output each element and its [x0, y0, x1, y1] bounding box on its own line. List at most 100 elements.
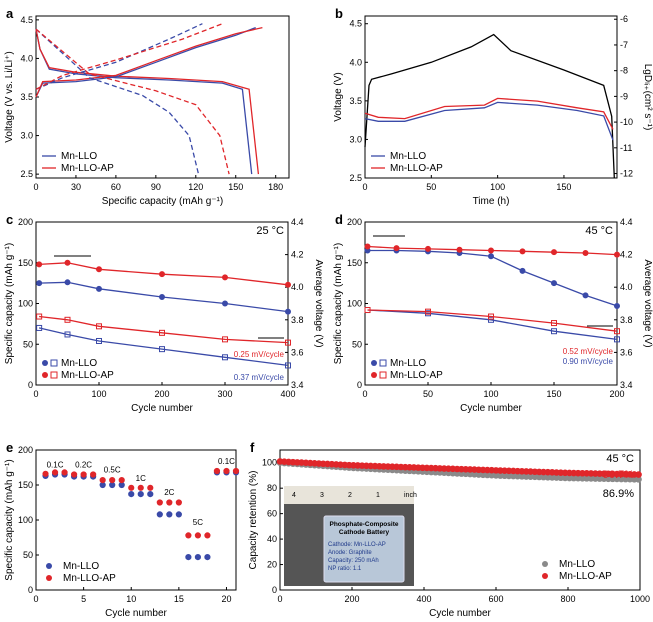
y2-tick-label-b: -9	[620, 91, 628, 101]
y2-tick-label-c: 4.0	[291, 282, 304, 292]
x-axis-label-e: Cycle number	[105, 608, 167, 619]
legend-label-b: Mn-LLO	[390, 151, 426, 162]
gitt-voltage-profile	[364, 33, 615, 179]
y2-tick-label-b: -8	[620, 66, 628, 76]
y-tick-label-c: 100	[18, 299, 33, 309]
x-tick-label-a: 180	[268, 182, 283, 192]
x-tick-label-f: 1000	[630, 594, 650, 604]
y-tick-label-f: 60	[267, 509, 277, 519]
y-tick-label-e: 150	[18, 480, 33, 490]
diffusion-curve-Mn-LLO	[364, 101, 614, 141]
y-axis-label-e: Specific capacity (mAh g⁻¹)	[4, 459, 15, 580]
y-tick-label-b: 2.5	[349, 173, 362, 183]
y2-tick-label-b: -11	[620, 143, 632, 153]
x-tick-label-e: 20	[221, 594, 231, 604]
temperature-label: 45 °C	[606, 453, 634, 465]
x-tick-label-f: 200	[344, 594, 359, 604]
y2-tick-label-b: -7	[620, 40, 628, 50]
y-tick-label-e: 100	[18, 515, 33, 525]
x-axis-label-f: Cycle number	[429, 608, 491, 619]
x-tick-label-a: 90	[151, 182, 161, 192]
capacity-point-Mn-LLO	[488, 253, 494, 260]
rate-point-Mn-LLO-AP	[80, 471, 87, 478]
y-tick-label-c: 200	[18, 217, 33, 227]
c-rate-label: 2C	[164, 488, 174, 497]
y-tick-label-d: 50	[352, 339, 362, 349]
legend-swatch-f	[542, 573, 548, 579]
y-tick-label-a: 3.0	[20, 131, 33, 141]
cell-label: Cathode Battery	[339, 529, 390, 536]
capacity-point-Mn-LLO-AP	[285, 281, 291, 288]
legend-swatch-e	[46, 575, 52, 581]
capacity-point-Mn-LLO-AP	[488, 247, 494, 254]
capacity-point-Mn-LLO-AP	[456, 246, 463, 253]
capacity-point-Mn-LLO	[96, 285, 102, 292]
y2-axis-label-d: Average voltage (V)	[642, 259, 653, 347]
ruler-label: inch	[404, 492, 417, 499]
voltage-curve-Mn-LLO-AP	[35, 26, 263, 98]
rate-point-Mn-LLO	[156, 511, 163, 518]
y2-tick-label-d: 3.4	[620, 380, 633, 390]
rate-point-Mn-LLO-AP	[204, 532, 211, 539]
x-tick-label-a: 150	[228, 182, 243, 192]
x-tick-label-d: 200	[609, 389, 624, 399]
panel-letter-f: f	[250, 440, 255, 455]
capacity-point-Mn-LLO-AP	[551, 249, 557, 256]
y-tick-label-e: 200	[18, 445, 33, 455]
rate-point-Mn-LLO-AP	[51, 469, 59, 476]
rate-point-Mn-LLO-AP	[194, 532, 202, 539]
y-tick-label-a: 4.0	[20, 53, 33, 63]
legend-label-e: Mn-LLO	[63, 561, 99, 572]
y-tick-label-a: 3.5	[20, 92, 33, 102]
capacity-point-Mn-LLO-AP	[364, 243, 371, 250]
legend-label-a: Mn-LLO	[61, 151, 97, 162]
x-tick-label-d: 150	[546, 389, 561, 399]
capacity-point-Mn-LLO	[614, 302, 620, 309]
legend-swatch-d	[371, 372, 377, 378]
voltage-curve-Mn-LLO-AP	[35, 28, 230, 175]
legend-label-f: Mn-LLO-AP	[559, 571, 612, 582]
y-tick-label-f: 0	[272, 585, 277, 595]
y-tick-label-d: 200	[347, 217, 362, 227]
plot-frame-f	[279, 449, 641, 591]
x-tick-label-f: 600	[488, 594, 503, 604]
voltage-curve-Mn-LLO	[35, 23, 203, 90]
c-rate-label: 0.5C	[104, 465, 121, 474]
x-tick-label-a: 30	[71, 182, 81, 192]
y-tick-label-f: 100	[262, 458, 277, 468]
x-tick-label-c: 400	[280, 389, 295, 399]
x-axis-label-c: Cycle number	[131, 403, 193, 414]
capacity-point-Mn-LLO	[64, 279, 71, 286]
x-tick-label-e: 15	[174, 594, 184, 604]
rate-point-Mn-LLO-AP	[61, 469, 68, 476]
avg-voltage-trend-Mn-LLO-AP	[367, 309, 618, 332]
x-tick-label-e: 0	[33, 594, 38, 604]
rate-point-Mn-LLO	[147, 491, 154, 498]
x-tick-label-a: 0	[33, 182, 38, 192]
rate-point-Mn-LLO	[128, 491, 135, 498]
x-tick-label-a: 60	[111, 182, 121, 192]
y2-tick-label-c: 4.2	[291, 250, 304, 260]
y2-tick-label-b: -10	[620, 117, 633, 127]
temperature-label: 45 °C	[585, 225, 613, 237]
y-tick-label-c: 0	[28, 380, 33, 390]
y-tick-label-d: 150	[347, 258, 362, 268]
panel-letter-d: d	[335, 212, 343, 227]
rate-point-Mn-LLO-AP	[156, 499, 163, 506]
rate-point-Mn-LLO	[166, 511, 173, 518]
panel-letter-b: b	[335, 6, 343, 21]
capacity-point-Mn-LLO-AP	[222, 274, 228, 281]
cell-spec: Capacity: 250 mAh	[328, 558, 379, 564]
rate-point-Mn-LLO-AP	[223, 467, 230, 475]
c-rate-label: 0.1C	[47, 461, 64, 470]
legend-label-d: Mn-LLO-AP	[390, 370, 443, 381]
avg-voltage-trend-Mn-LLO-AP	[39, 315, 289, 344]
rate-point-Mn-LLO-AP	[147, 484, 154, 491]
y-tick-label-f: 40	[267, 534, 277, 544]
capacity-point-Mn-LLO-AP	[614, 251, 620, 258]
capacity-point-Mn-LLO	[519, 267, 526, 274]
legend-swatch-e	[46, 563, 52, 569]
y-axis-label-f: Capacity retention (%)	[248, 471, 259, 570]
y-tick-label-e: 50	[23, 550, 33, 560]
